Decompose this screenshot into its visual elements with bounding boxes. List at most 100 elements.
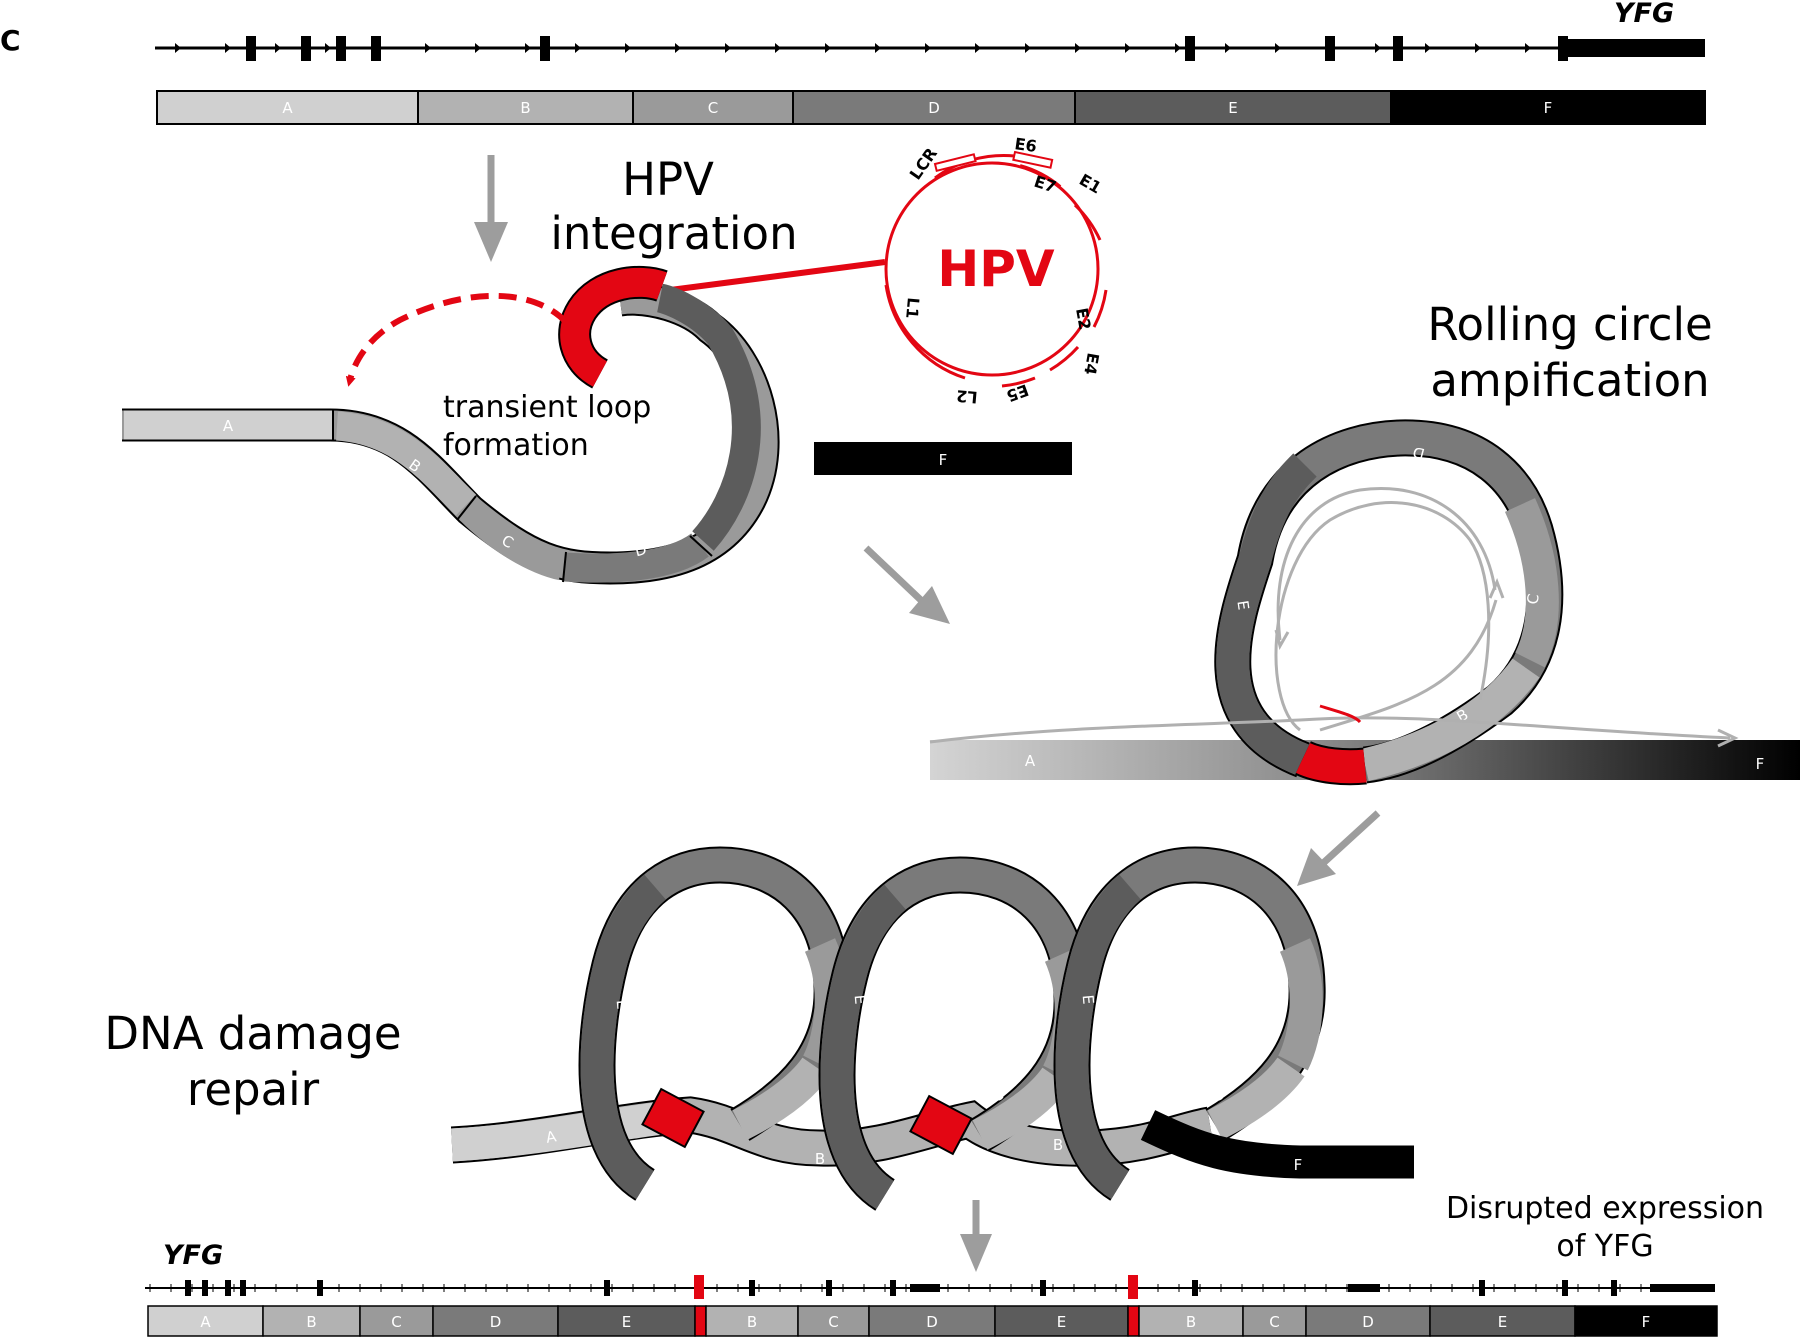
repair-seg-label: B [1053,1136,1063,1154]
top-exon [301,36,311,61]
hpv-label: HPV [937,240,1054,298]
bottom-exon [749,1280,755,1296]
bottom-seg-label: B [306,1313,316,1331]
bottom-seg-f [1574,1305,1718,1337]
disrupted-label-2: of YFG [1556,1229,1653,1264]
rolling-circle-assembly: A F B C D E [929,419,1800,786]
repair-seg-label: C [1268,982,1288,995]
step-arrow-4 [960,1200,992,1272]
bottom-gene-name: YFG [163,1240,223,1271]
rc-label-c: C [1523,592,1543,605]
top-exon [540,36,550,61]
repair-seg-label: C [797,998,817,1011]
top-gene-direction-mark [1225,43,1231,53]
bottom-exon [890,1280,896,1296]
top-gene-direction-mark [725,43,731,53]
repair-label-1: DNA damage [104,1007,401,1060]
top-gene-direction-mark [775,43,781,53]
bottom-seg-e [994,1305,1129,1337]
hpv-gene-label-l2: L2 [955,386,978,407]
bottom-hpv-segment [1127,1305,1140,1337]
top-gene-direction-mark [1475,43,1481,53]
bottom-seg-label: E [1057,1313,1066,1331]
loop-label-2: formation [443,428,589,463]
repair-seg-label: D [1008,932,1025,953]
loop-formation-strand: A B C D E [122,265,780,585]
bottom-seg-a [147,1305,264,1337]
rolling-label-2: ampification [1430,354,1709,407]
top-gene-direction-mark [1325,43,1331,53]
bottom-seg-label: D [490,1313,502,1331]
bottom-seg-label: A [200,1313,211,1331]
hpv-gene-label-e6: E6 [1013,134,1037,156]
bottom-seg-label: E [622,1313,631,1331]
top-exon [246,36,256,61]
repair-seg-label: E [851,994,870,1005]
panel-label: C [0,24,21,57]
bottom-hpv-segment [694,1305,707,1337]
bottom-exon [1192,1280,1198,1296]
repair-seg-label: F [1294,1156,1303,1174]
top-gene-direction-mark [1275,43,1281,53]
bottom-seg-label: C [1269,1313,1279,1331]
top-seg-f [1390,90,1706,125]
bottom-exon [1479,1280,1485,1296]
top-exon [336,36,346,61]
top-seg-label: E [1228,99,1237,117]
bottom-exon [185,1280,191,1296]
top-exon [1393,36,1403,61]
bottom-seg-label: D [926,1313,938,1331]
top-gene-direction-mark [1425,43,1431,53]
bottom-exon [202,1280,208,1296]
top-gene-name: YFG [1614,0,1674,29]
top-seg-e [1074,90,1392,125]
bottom-seg-c [359,1305,434,1337]
step-arrow-1 [474,155,508,262]
top-gene-direction-mark [625,43,631,53]
top-seg-label: B [520,99,530,117]
top-seg-c [632,90,794,125]
top-gene-direction-mark [1075,43,1081,53]
hpv-gene-label-e1: E1 [1076,170,1105,197]
bottom-seg-label: B [1186,1313,1196,1331]
bottom-hpv-insert [1128,1275,1138,1299]
rc-label-e: E [1233,599,1252,611]
bottom-seg-label: D [1362,1313,1374,1331]
bottom-exon [604,1280,610,1296]
top-seg-label: F [1544,99,1553,117]
bottom-seg-label: F [1642,1313,1651,1331]
hpv-gene-label-e7: E7 [1032,172,1059,197]
top-seg-a [156,90,419,125]
repair-label-2: repair [187,1063,320,1116]
bottom-exon [240,1280,246,1296]
top-gene-direction-mark [1525,43,1531,53]
top-seg-label: C [708,99,718,117]
bottom-hpv-insert [694,1275,704,1299]
top-gene-direction-mark [1125,43,1131,53]
top-gene-track: YFG [155,0,1705,61]
bottom-seg-b [705,1305,799,1337]
top-segment-bar: A B C D E F [156,90,1706,125]
top-gene-3utr [1565,39,1705,57]
hpv-gene-label-l1: L1 [902,297,923,320]
bottom-seg-b [1138,1305,1244,1337]
top-seg-label: D [928,99,940,117]
top-gene-direction-mark [175,43,181,53]
top-gene-direction-mark [275,43,281,53]
loop-label-d: D [633,540,649,560]
top-gene-direction-mark [1175,43,1181,53]
repair-seg-label: E [1079,994,1098,1005]
hpv-integration-label-1: HPV [622,153,714,206]
top-gene-direction-mark [675,43,681,53]
loop-label-1: transient loop [443,390,651,425]
top-exon [1185,36,1195,61]
top-gene-direction-mark [925,43,931,53]
bottom-seg-d [1305,1305,1431,1337]
top-gene-direction-mark [225,43,231,53]
step-arrow-2 [863,545,950,624]
bottom-exon [317,1280,323,1296]
